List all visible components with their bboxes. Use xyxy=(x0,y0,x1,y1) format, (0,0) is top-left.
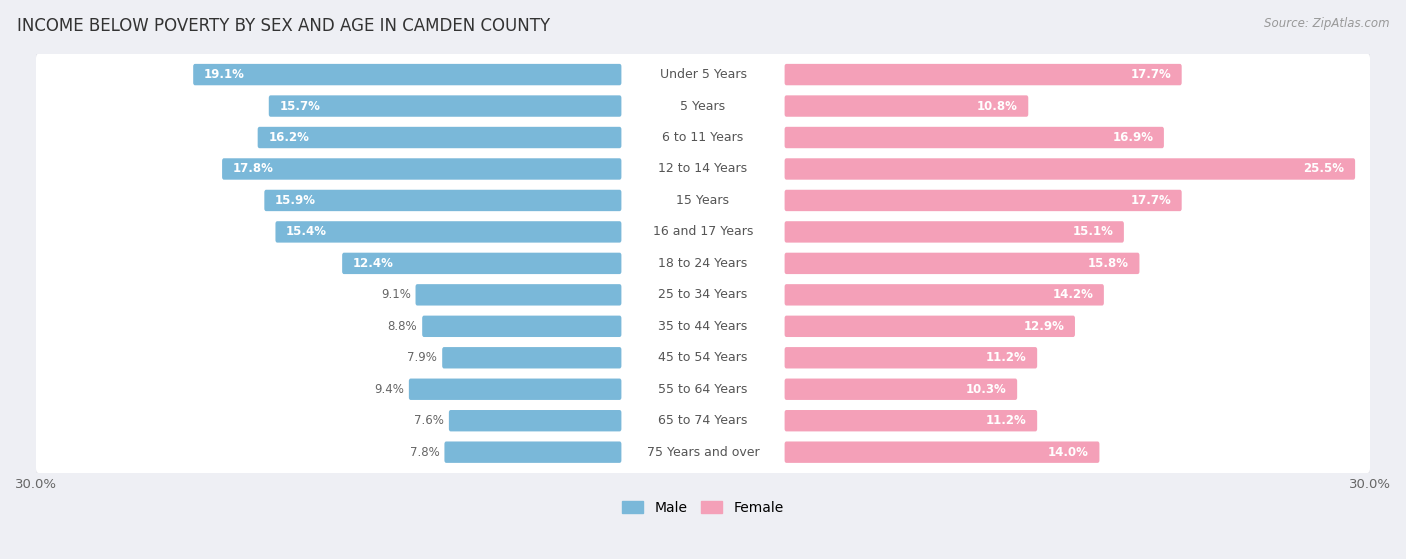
Legend: Male, Female: Male, Female xyxy=(617,495,789,520)
Text: 65 to 74 Years: 65 to 74 Years xyxy=(658,414,748,427)
FancyBboxPatch shape xyxy=(37,211,1369,253)
FancyBboxPatch shape xyxy=(785,253,1139,274)
Text: Under 5 Years: Under 5 Years xyxy=(659,68,747,81)
Text: 6 to 11 Years: 6 to 11 Years xyxy=(662,131,744,144)
FancyBboxPatch shape xyxy=(37,368,1369,410)
Text: 45 to 54 Years: 45 to 54 Years xyxy=(658,351,748,364)
FancyBboxPatch shape xyxy=(785,442,1099,463)
Text: 10.3%: 10.3% xyxy=(966,383,1007,396)
FancyBboxPatch shape xyxy=(785,158,1355,179)
FancyBboxPatch shape xyxy=(785,284,1104,306)
Text: 19.1%: 19.1% xyxy=(204,68,245,81)
FancyBboxPatch shape xyxy=(37,178,1369,222)
FancyBboxPatch shape xyxy=(37,367,1369,411)
FancyBboxPatch shape xyxy=(785,410,1038,432)
FancyBboxPatch shape xyxy=(37,337,1369,379)
Text: 7.6%: 7.6% xyxy=(415,414,444,427)
Text: 17.7%: 17.7% xyxy=(1130,194,1171,207)
Text: 16.2%: 16.2% xyxy=(269,131,309,144)
Text: 8.8%: 8.8% xyxy=(388,320,418,333)
Text: 14.0%: 14.0% xyxy=(1047,446,1088,459)
FancyBboxPatch shape xyxy=(785,127,1164,148)
FancyBboxPatch shape xyxy=(37,85,1369,127)
FancyBboxPatch shape xyxy=(37,116,1369,159)
FancyBboxPatch shape xyxy=(37,305,1369,347)
Text: 25 to 34 Years: 25 to 34 Years xyxy=(658,288,748,301)
FancyBboxPatch shape xyxy=(443,347,621,368)
Text: 15.8%: 15.8% xyxy=(1088,257,1129,270)
Text: 18 to 24 Years: 18 to 24 Years xyxy=(658,257,748,270)
Text: 55 to 64 Years: 55 to 64 Years xyxy=(658,383,748,396)
FancyBboxPatch shape xyxy=(37,273,1369,317)
FancyBboxPatch shape xyxy=(37,210,1369,254)
Text: 25.5%: 25.5% xyxy=(1303,163,1344,176)
FancyBboxPatch shape xyxy=(276,221,621,243)
Text: 17.8%: 17.8% xyxy=(233,163,274,176)
Text: 10.8%: 10.8% xyxy=(977,100,1018,112)
FancyBboxPatch shape xyxy=(37,84,1369,128)
FancyBboxPatch shape xyxy=(785,316,1076,337)
Text: 16 and 17 Years: 16 and 17 Years xyxy=(652,225,754,238)
FancyBboxPatch shape xyxy=(37,305,1369,348)
Text: 9.4%: 9.4% xyxy=(374,383,404,396)
FancyBboxPatch shape xyxy=(785,347,1038,368)
FancyBboxPatch shape xyxy=(785,96,1028,117)
FancyBboxPatch shape xyxy=(37,274,1369,316)
FancyBboxPatch shape xyxy=(409,378,621,400)
FancyBboxPatch shape xyxy=(785,64,1181,86)
Text: 12 to 14 Years: 12 to 14 Years xyxy=(658,163,748,176)
Text: 12.9%: 12.9% xyxy=(1024,320,1064,333)
Text: 35 to 44 Years: 35 to 44 Years xyxy=(658,320,748,333)
FancyBboxPatch shape xyxy=(37,242,1369,285)
FancyBboxPatch shape xyxy=(37,431,1369,473)
Text: 17.7%: 17.7% xyxy=(1130,68,1171,81)
Text: Source: ZipAtlas.com: Source: ZipAtlas.com xyxy=(1264,17,1389,30)
Text: 11.2%: 11.2% xyxy=(986,351,1026,364)
Text: 5 Years: 5 Years xyxy=(681,100,725,112)
Text: 15.7%: 15.7% xyxy=(280,100,321,112)
FancyBboxPatch shape xyxy=(449,410,621,432)
Text: 11.2%: 11.2% xyxy=(986,414,1026,427)
FancyBboxPatch shape xyxy=(222,158,621,179)
FancyBboxPatch shape xyxy=(37,336,1369,380)
FancyBboxPatch shape xyxy=(785,221,1123,243)
Text: 15.1%: 15.1% xyxy=(1073,225,1114,238)
Text: 16.9%: 16.9% xyxy=(1112,131,1153,144)
Text: 14.2%: 14.2% xyxy=(1052,288,1094,301)
FancyBboxPatch shape xyxy=(257,127,621,148)
FancyBboxPatch shape xyxy=(444,442,621,463)
FancyBboxPatch shape xyxy=(37,400,1369,442)
FancyBboxPatch shape xyxy=(37,116,1369,159)
Text: 7.9%: 7.9% xyxy=(408,351,437,364)
FancyBboxPatch shape xyxy=(37,179,1369,221)
FancyBboxPatch shape xyxy=(37,53,1369,97)
FancyBboxPatch shape xyxy=(193,64,621,86)
FancyBboxPatch shape xyxy=(37,148,1369,190)
FancyBboxPatch shape xyxy=(37,430,1369,474)
Text: 12.4%: 12.4% xyxy=(353,257,394,270)
Text: 75 Years and over: 75 Years and over xyxy=(647,446,759,459)
FancyBboxPatch shape xyxy=(37,399,1369,443)
Text: 9.1%: 9.1% xyxy=(381,288,411,301)
FancyBboxPatch shape xyxy=(422,316,621,337)
FancyBboxPatch shape xyxy=(37,241,1369,285)
FancyBboxPatch shape xyxy=(37,147,1369,191)
Text: 15.9%: 15.9% xyxy=(276,194,316,207)
FancyBboxPatch shape xyxy=(37,54,1369,96)
FancyBboxPatch shape xyxy=(264,190,621,211)
FancyBboxPatch shape xyxy=(785,378,1017,400)
FancyBboxPatch shape xyxy=(269,96,621,117)
FancyBboxPatch shape xyxy=(342,253,621,274)
Text: 15.4%: 15.4% xyxy=(287,225,328,238)
Text: INCOME BELOW POVERTY BY SEX AND AGE IN CAMDEN COUNTY: INCOME BELOW POVERTY BY SEX AND AGE IN C… xyxy=(17,17,550,35)
FancyBboxPatch shape xyxy=(416,284,621,306)
FancyBboxPatch shape xyxy=(785,190,1181,211)
Text: 15 Years: 15 Years xyxy=(676,194,730,207)
Text: 7.8%: 7.8% xyxy=(409,446,440,459)
